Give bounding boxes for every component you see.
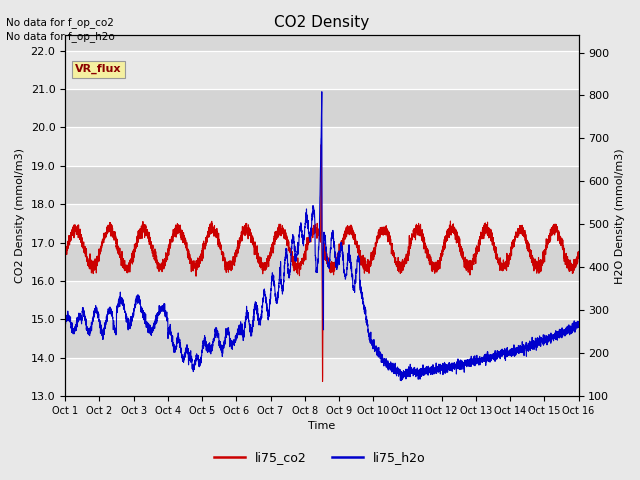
Bar <box>65 51 579 89</box>
Text: No data for f_op_h2o: No data for f_op_h2o <box>6 31 115 42</box>
Text: VR_flux: VR_flux <box>76 64 122 74</box>
Bar <box>65 358 579 396</box>
X-axis label: Time: Time <box>308 421 335 432</box>
Bar <box>65 166 579 204</box>
Bar <box>65 204 579 242</box>
Bar <box>65 89 579 128</box>
Bar <box>65 281 579 319</box>
Legend: li75_co2, li75_h2o: li75_co2, li75_h2o <box>209 446 431 469</box>
Title: CO2 Density: CO2 Density <box>275 15 369 30</box>
Y-axis label: CO2 Density (mmol/m3): CO2 Density (mmol/m3) <box>15 148 25 283</box>
Bar <box>65 242 579 281</box>
Y-axis label: H2O Density (mmol/m3): H2O Density (mmol/m3) <box>615 148 625 284</box>
Bar <box>65 319 579 358</box>
Bar <box>65 128 579 166</box>
Text: No data for f_op_co2: No data for f_op_co2 <box>6 17 115 28</box>
